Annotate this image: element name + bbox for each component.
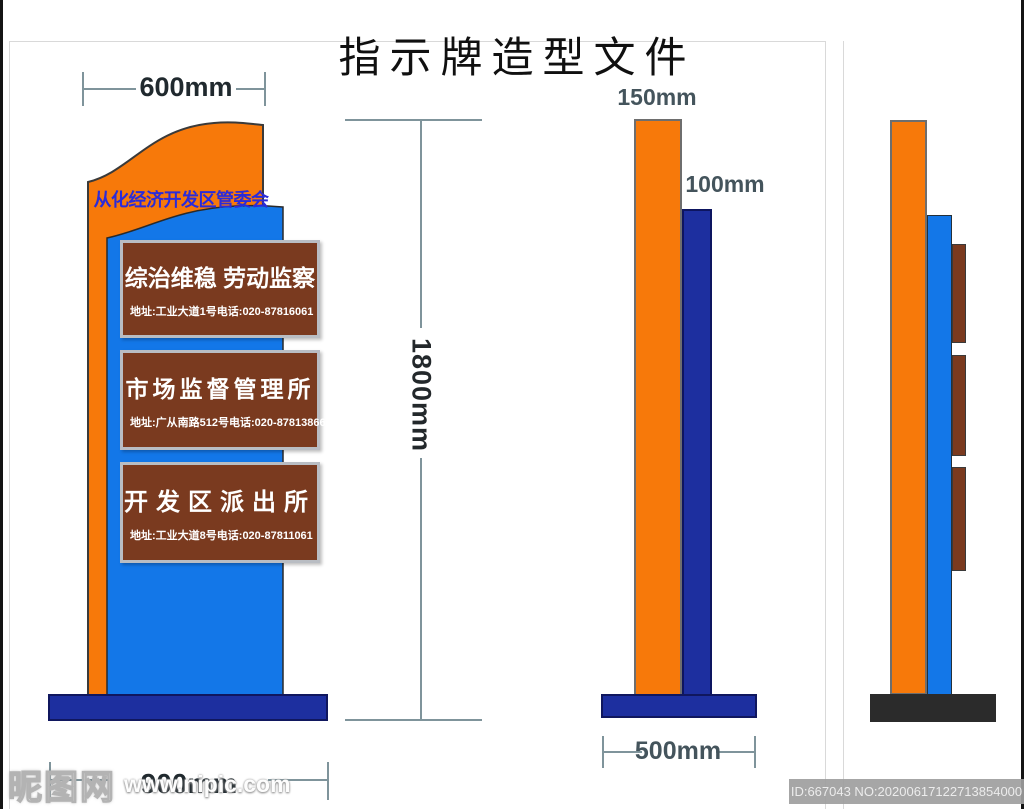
sign-panel-2: 市场监督管理所 地址:广从南路512号 电话:020-87813866: [120, 350, 326, 450]
frame-line-left: [9, 41, 10, 809]
profile-panel-strip-3: [952, 467, 966, 571]
sign-panel-1-address: 地址:工业大道1号: [130, 306, 217, 318]
dim-900-line-left: [51, 779, 111, 781]
profile-panel-strip-2: [952, 355, 966, 456]
sign-panel-3-address: 地址:工业大道8号: [130, 530, 217, 542]
image-id-bar: ID:667043 NO:20200617122713854000: [789, 779, 1024, 804]
sign-panel-1: 综治维稳 劳动监察 地址:工业大道1号 电话:020-87816061: [120, 240, 320, 338]
dim-1800-ext-top: [345, 119, 482, 121]
dim-500-tick-right: [754, 736, 756, 768]
profile-panel-strip-1: [952, 244, 966, 343]
dim-900-line-right: [268, 779, 327, 781]
sign-header-text: 从化经济开发区管委会: [93, 190, 270, 210]
frame-line-top: [9, 41, 825, 42]
dim-100-label: 100mm: [685, 171, 765, 197]
sign-panel-1-title: 综治维稳 劳动监察: [124, 265, 316, 291]
sign-panel-2-address: 地址:广从南路512号: [130, 417, 230, 429]
dim-900-label: 900mm: [140, 768, 238, 799]
dim-600-tick-left: [82, 72, 84, 106]
dim-1800-line-top: [420, 121, 422, 328]
sign-panel-3-phone: 电话:020-87811061: [216, 530, 313, 542]
frame-line-col-1: [825, 41, 826, 809]
dim-900-tick-right: [327, 762, 329, 800]
right-edge-strip: [1021, 0, 1024, 809]
watermark-site-name: 昵图网: [7, 768, 116, 807]
dim-600-line-left: [84, 88, 136, 90]
dim-1800-ext-bottom: [345, 719, 482, 721]
profile-base: [870, 694, 996, 722]
profile-blue-bar: [927, 215, 952, 695]
side-base: [601, 694, 757, 718]
dim-900-tick-left: [49, 762, 51, 800]
dim-600-label: 600mm: [139, 72, 233, 102]
front-base: [48, 694, 328, 721]
dim-1800-label: 1800mm: [406, 337, 437, 453]
dim-600-tick-right: [264, 72, 266, 106]
page-title: 指示牌造型文件: [338, 36, 696, 82]
sign-panel-2-title: 市场监督管理所: [125, 376, 315, 402]
profile-orange-bar: [890, 120, 927, 695]
side-navy-bar: [682, 209, 712, 696]
sign-panel-2-phone: 电话:020-87813866: [229, 417, 326, 429]
dim-500-line-left: [604, 751, 642, 753]
dim-150-label: 150mm: [617, 84, 697, 110]
dim-500-tick-left: [602, 736, 604, 768]
frame-line-col-2: [843, 41, 844, 809]
dim-500-label: 500mm: [634, 737, 722, 765]
side-orange-bar: [634, 119, 682, 696]
sign-panel-3-title: 开发区派出所: [124, 489, 316, 516]
dim-500-line-right: [716, 751, 754, 753]
dim-1800-line-bottom: [420, 458, 422, 719]
dim-600-line-right: [236, 88, 264, 90]
sign-panel-1-phone: 电话:020-87816061: [216, 306, 314, 318]
sign-panel-3: 开发区派出所 地址:工业大道8号 电话:020-87811061: [120, 462, 320, 563]
left-edge-strip: [0, 0, 3, 809]
